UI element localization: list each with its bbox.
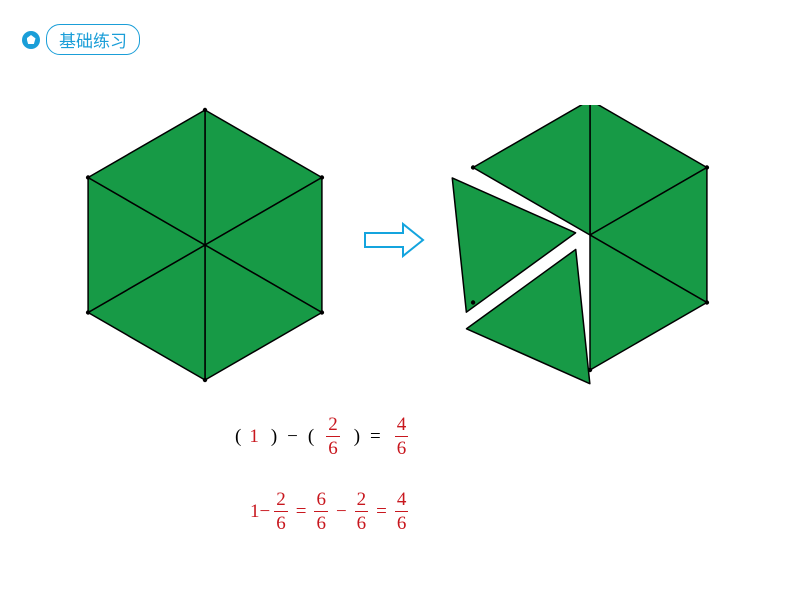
- value-1: 1: [249, 426, 259, 448]
- paren-open: (: [235, 426, 241, 448]
- hexagon-svg: [60, 105, 740, 385]
- fraction-d: 46: [395, 490, 409, 533]
- equation-solution: 1 − 26 = 66 − 26 = 46: [250, 490, 412, 533]
- minus-2: −: [336, 501, 347, 523]
- pentagon-icon: [22, 31, 40, 49]
- section-header: 基础练习: [22, 24, 140, 55]
- equals-sign: =: [370, 426, 381, 448]
- fraction-b: 66: [314, 490, 328, 533]
- paren-close: ): [271, 426, 277, 448]
- paren-close-2: ): [354, 426, 360, 448]
- equation-problem: ( 1 ) − ( 26 ) = 46: [235, 415, 412, 458]
- section-label: 基础练习: [46, 24, 140, 55]
- paren-open-2: (: [308, 426, 314, 448]
- minus-1: −: [260, 501, 271, 523]
- equals-2: =: [376, 501, 387, 523]
- minus-sign: −: [287, 426, 298, 448]
- fraction-a: 26: [274, 490, 288, 533]
- term-1: 1: [250, 501, 260, 523]
- equals-1: =: [296, 501, 307, 523]
- hexagon-diagram: [60, 105, 740, 385]
- fraction-2-6: 26: [326, 415, 340, 458]
- fraction-4-6: 46: [395, 415, 409, 458]
- fraction-c: 26: [355, 490, 369, 533]
